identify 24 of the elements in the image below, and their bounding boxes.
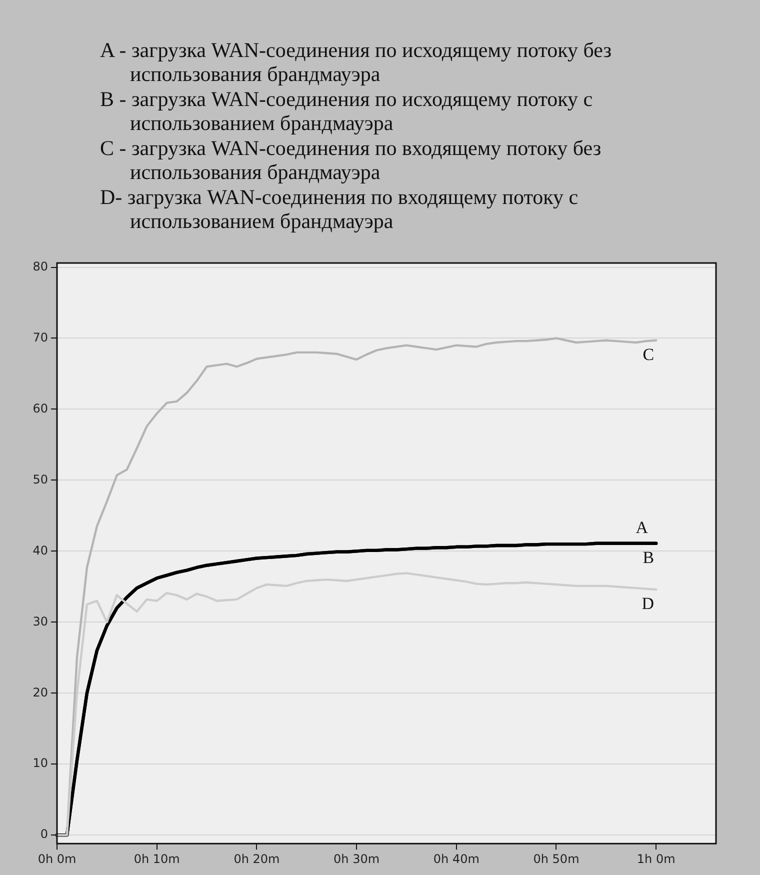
text: A - загрузка WAN-соединения по исходящему потоку без использования брандмауэра — [100, 38, 613, 86]
x-tick-label: 0h 50m — [533, 852, 580, 866]
y-tick-label: 60 — [32, 401, 48, 416]
x-tick-label: 0h 10m — [134, 852, 180, 866]
text: D- загрузка WAN-соединения по входящему потоку с использованием брандмауэра — [100, 185, 580, 233]
y-tick-label: 40 — [32, 543, 48, 558]
x-tick-label: 0h 20m — [234, 852, 280, 866]
x-tick-label: 0h 40m — [433, 852, 480, 866]
y-tick-label: 70 — [32, 330, 48, 344]
series-label: A — [636, 518, 649, 537]
y-tick-label: 80 — [32, 259, 48, 274]
text: C - загрузка WAN-соединения по входящему потоку без использования брандмауэра — [100, 136, 602, 184]
y-tick-label: 50 — [32, 472, 48, 486]
y-tick-label: 0 — [40, 827, 48, 842]
y-tick-label: 20 — [32, 685, 48, 700]
y-tick-label: 30 — [32, 614, 48, 628]
series-label: B — [642, 548, 654, 567]
x-tick-label: 1h 0m — [636, 852, 676, 866]
x-tick-label: 0h 30m — [334, 852, 380, 866]
x-tick-label: 0h 0m — [38, 852, 76, 866]
series-label: C — [642, 344, 654, 364]
y-tick-label: 10 — [32, 756, 48, 770]
text: B - загрузка WAN-соединения по исходящему потоку с использованием брандмауэра — [100, 87, 594, 135]
series-label: D — [642, 594, 654, 613]
